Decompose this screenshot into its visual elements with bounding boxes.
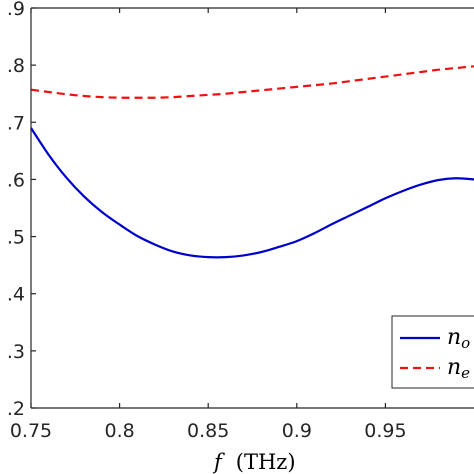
x-tick-label-0: 0.75 — [10, 420, 52, 442]
x-tick-label-1: 0.8 — [104, 420, 134, 442]
y-ticks-group: .2 .3 .4 .5 .6 .7 .8 .9 — [7, 0, 36, 420]
y-tick-label-2: .4 — [7, 284, 25, 306]
legend-label-sub: o — [461, 334, 470, 352]
y-tick-label-7: .9 — [7, 0, 25, 20]
legend-label: n — [447, 325, 461, 350]
x-tick-label-3: 0.9 — [282, 420, 312, 442]
x-axis-label-symbol: f — [212, 450, 225, 474]
x-tick-label-4: 0.95 — [364, 420, 406, 442]
x-axis-label: f (THz) — [212, 450, 296, 474]
series-line-n-o — [30, 127, 474, 259]
y-tick-label-0: .2 — [7, 398, 25, 420]
series-group — [30, 65, 474, 259]
y-tick-label-1: .3 — [7, 341, 25, 363]
x-axis-label-unit: (THz) — [236, 450, 296, 474]
x-tick-label-2: 0.85 — [187, 420, 229, 442]
x-ticks-group: 0.75 0.8 0.85 0.9 0.95 — [10, 8, 407, 442]
series-line-n-e — [30, 65, 474, 99]
axes-group — [30, 7, 474, 409]
legend-label: n — [447, 355, 461, 380]
legend-entry-n-e: ne — [447, 355, 470, 382]
y-tick-label-3: .5 — [7, 227, 25, 249]
legend-label-sub: e — [461, 364, 470, 382]
legend-entry-n-o: no — [447, 325, 470, 352]
y-tick-label-4: .6 — [7, 169, 25, 191]
y-tick-label-6: .8 — [7, 55, 25, 77]
y-tick-label-5: .7 — [7, 112, 25, 134]
legend-box — [391, 315, 474, 389]
